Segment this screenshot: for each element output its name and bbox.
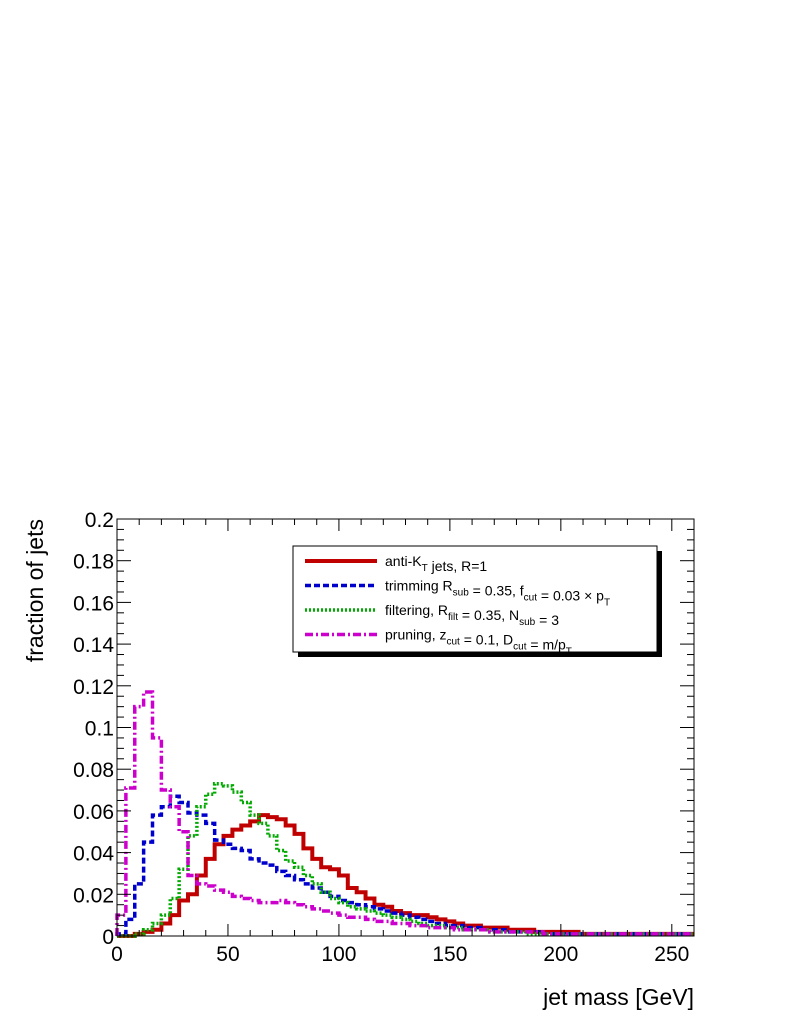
y-tick-label: 0.18 [73,551,114,574]
x-tick-label: 200 [543,943,578,966]
ticks-layer: 0 50 100 150 200 250 0 0.02 0.04 0.06 0.08 0.1 0.12 0… [73,509,695,966]
series-1-line [115,794,694,936]
x-tick-label: 100 [321,943,356,966]
legend-label-3: pruning, zcut = 0.1, Dcut = m/pT [385,627,572,658]
y-tick-label: 0 [102,926,114,949]
x-tick-label: 50 [216,943,239,966]
legend-label-1: trimming Rsub = 0.35, fcut = 0.03 × pT [385,578,610,609]
x-axis-title: jet mass [GeV] [542,984,694,1010]
x-tick-label: 0 [111,943,123,966]
y-tick-label: 0.12 [73,676,114,699]
legend: anti-KT jets, R=1 trimming Rsub = 0.35, f… [292,545,662,658]
y-axis-title: fraction of jets [22,519,48,662]
series-3-line [115,690,694,936]
y-tick-label: 0.1 [85,718,114,741]
y-tick-label: 0.06 [73,801,114,824]
series-2-line [117,782,694,938]
x-tick-label: 150 [432,943,467,966]
x-tick-label: 250 [654,943,689,966]
y-tick-label: 0.2 [85,509,114,532]
y-tick-label: 0.04 [73,843,114,866]
series-0-line [117,813,694,938]
y-tick-label: 0.14 [73,634,114,657]
y-tick-label: 0.02 [73,884,114,907]
series-layer [115,690,694,938]
legend-label-2: filtering, Rfilt = 0.35, Nsub = 3 [385,602,559,628]
legend-label-0: anti-KT jets, R=1 [385,553,487,574]
y-tick-label: 0.08 [73,759,114,782]
y-tick-label: 0.16 [73,592,114,615]
